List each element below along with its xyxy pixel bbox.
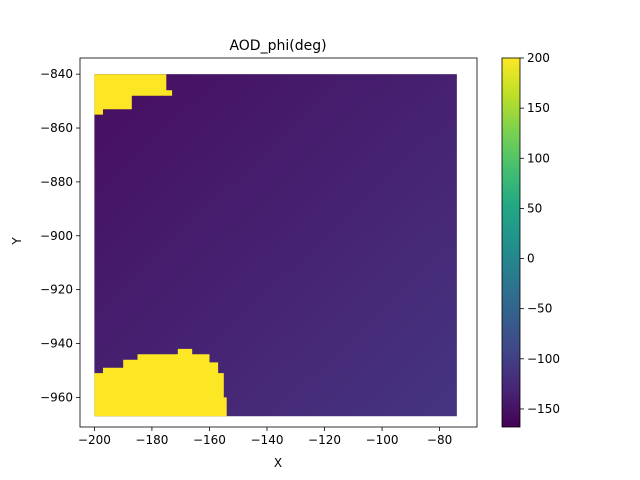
- colorbar-tick-label: 200: [527, 51, 550, 65]
- y-tick-label: −860: [40, 121, 73, 135]
- colorbar-frame: [501, 57, 521, 428]
- x-tick-label: −80: [427, 433, 452, 447]
- y-axis: −840 −860 −880 −900 −920 −940 −960: [40, 67, 80, 404]
- x-axis: −200 −180 −160 −140 −120 −100 −80: [78, 427, 452, 447]
- colorbar-tick-label: 50: [527, 201, 542, 215]
- colorbar-tick-label: 0: [527, 252, 535, 266]
- y-tick-label: −920: [40, 283, 73, 297]
- x-tick-label: −160: [193, 433, 226, 447]
- colorbar-tick-label: 150: [527, 101, 550, 115]
- colorbar-tick-label: 100: [527, 151, 550, 165]
- y-tick-label: −940: [40, 337, 73, 351]
- x-axis-label: X: [274, 456, 282, 470]
- x-tick-label: −200: [78, 433, 111, 447]
- y-tick-label: −900: [40, 229, 73, 243]
- colorbar-gradient-bar: [502, 58, 520, 427]
- high-value-region-1: [94, 74, 173, 115]
- colorbar-tick-label: −150: [527, 402, 560, 416]
- plot-frame: [79, 57, 478, 428]
- colorbar-tick-label: −50: [527, 302, 552, 316]
- high-value-region-2: [94, 348, 227, 417]
- x-tick-label: −120: [308, 433, 341, 447]
- x-tick-label: −180: [135, 433, 168, 447]
- y-axis-label: Y: [10, 237, 24, 246]
- plot-area: [79, 57, 478, 428]
- colorbar: 200 150 100 50 0 −50 −100 −150: [501, 51, 560, 428]
- x-tick-label: −140: [251, 433, 284, 447]
- y-tick-label: −840: [40, 67, 73, 81]
- x-tick-label: −100: [366, 433, 399, 447]
- y-tick-label: −960: [40, 390, 73, 404]
- chart-title: AOD_phi(deg): [229, 38, 326, 54]
- colorbar-tick-label: −100: [527, 352, 560, 366]
- y-tick-label: −880: [40, 175, 73, 189]
